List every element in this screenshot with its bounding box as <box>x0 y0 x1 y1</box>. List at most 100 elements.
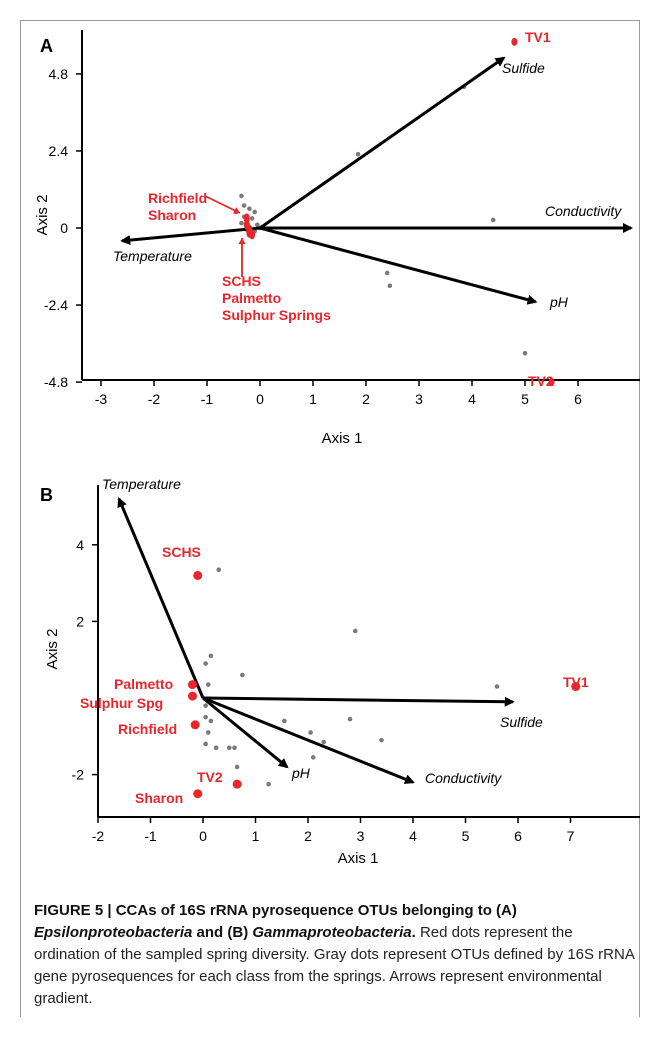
figure-frame <box>20 20 640 1017</box>
vector-label: pH <box>549 294 569 310</box>
otu-point <box>203 703 208 708</box>
otu-point <box>310 755 316 760</box>
site-point <box>548 378 555 387</box>
caption-bold-lead: FIGURE 5 | CCAs of 16S rRNA pyrosequence… <box>34 902 517 919</box>
panel-a: -3 -2 -1 0 1 2 3 4 5 6 4.8 2.4 0 -2.4 -4.8 Axis 1 Axis 2… <box>34 29 640 447</box>
y-tick-label: 2 <box>76 613 84 629</box>
caption-text: Red dots represent the ordination of the… <box>34 924 635 1007</box>
otu-point <box>241 203 247 208</box>
caption-bold-end: . <box>411 924 416 941</box>
site-pointer-head <box>238 238 246 244</box>
otu-point <box>203 661 208 666</box>
otu-point <box>282 718 287 724</box>
x-tick-label: 6 <box>514 828 522 844</box>
x-axis-label: Axis 1 <box>322 430 363 447</box>
site-point <box>188 680 197 690</box>
figure-svg: -3 -2 -1 0 1 2 3 4 5 6 4.8 2.4 0 -2.4 -4.8 Axis 1 Axis 2… <box>34 29 640 867</box>
site-label: TV2 <box>528 373 554 389</box>
site-label: TV1 <box>563 674 589 690</box>
otu-point <box>321 739 327 745</box>
caption-epsilon: Epsilonproteobacteria <box>34 924 193 941</box>
otu-point <box>234 764 240 770</box>
otu-point <box>255 222 260 228</box>
site-point <box>193 570 203 580</box>
site-point <box>193 789 203 799</box>
site-label: Richfield <box>118 721 177 737</box>
x-tick-label: 4 <box>468 391 476 407</box>
y-tick-label: 4 <box>76 537 84 553</box>
caption-gamma: Gammaproteobacteria <box>252 924 412 941</box>
otu-point <box>232 745 237 751</box>
otu-point <box>213 745 219 751</box>
site-label: Sharon <box>135 790 183 806</box>
vector-arrow <box>202 696 415 784</box>
otu-point <box>379 737 384 743</box>
otu-point <box>203 741 208 747</box>
vector-label: Sulfide <box>500 714 543 730</box>
otu-point <box>494 684 500 689</box>
site-point <box>511 37 518 46</box>
otu-point <box>226 745 232 751</box>
site-label: TV1 <box>525 29 551 45</box>
otu-point <box>216 567 222 572</box>
x-tick-label: 5 <box>462 828 470 844</box>
site-pointer-head <box>233 207 240 214</box>
vector-label: Temperature <box>113 248 192 264</box>
otu-point <box>347 716 353 722</box>
vector-label: Sulfide <box>502 60 545 76</box>
x-tick-label: -2 <box>92 828 105 844</box>
site-point <box>571 682 581 692</box>
x-tick-label: 3 <box>357 828 365 844</box>
vector-arrow <box>117 496 205 699</box>
x-tick-label: -3 <box>95 391 108 407</box>
otu-point <box>208 718 214 724</box>
otu-point <box>240 672 245 678</box>
otu-point <box>239 220 244 226</box>
vector-arrow <box>259 226 538 305</box>
x-tick-label: 2 <box>362 391 370 407</box>
site-label: Sulphur Spg <box>80 695 163 711</box>
x-tick-label: 4 <box>409 828 417 844</box>
figure-caption: FIGURE 5 | CCAs of 16S rRNA pyrosequence… <box>34 900 634 1010</box>
otu-point <box>308 730 313 735</box>
otu-point <box>205 730 211 735</box>
y-axis-label: Axis 2 <box>44 629 61 670</box>
site-point <box>188 691 197 701</box>
vector-arrow <box>202 696 289 769</box>
otu-point <box>384 270 390 276</box>
vector-arrow <box>259 56 506 230</box>
vector-arrow <box>202 696 515 707</box>
y-tick-label: 4.8 <box>49 66 69 82</box>
y-tick-label: -2.4 <box>44 297 68 313</box>
site-pointer <box>204 195 241 214</box>
otu-point <box>203 714 208 720</box>
vector-arrow <box>120 226 261 246</box>
otu-point <box>247 206 252 212</box>
site-label: Palmetto <box>222 290 281 306</box>
x-tick-label: -1 <box>201 391 214 407</box>
x-tick-label: 0 <box>199 828 207 844</box>
vector-label: pH <box>291 765 311 781</box>
otu-point <box>266 781 271 787</box>
x-tick-label: -2 <box>148 391 161 407</box>
site-label: SCHS <box>162 544 201 560</box>
otu-point <box>249 216 255 221</box>
site-label: SCHS <box>222 273 261 289</box>
otu-point <box>352 628 358 634</box>
site-point <box>249 229 256 240</box>
otu-point <box>239 193 244 199</box>
panel-label: A <box>40 36 53 56</box>
x-tick-label: 1 <box>252 828 260 844</box>
otu-point <box>252 209 257 215</box>
vector-label: Temperature <box>102 476 181 492</box>
y-tick-label: -4.8 <box>44 374 68 390</box>
otu-point <box>387 283 393 289</box>
panel-b: -2 -1 0 1 2 3 4 5 6 7 4 2 -2 Axis 1 Axis 2 B Temperature… <box>40 476 640 867</box>
x-tick-label: 6 <box>574 391 582 407</box>
panel-label: B <box>40 485 53 505</box>
otu-point <box>205 682 211 687</box>
y-tick-label: 0 <box>60 220 68 236</box>
site-point <box>232 779 242 789</box>
y-tick-label: -2 <box>72 767 85 783</box>
x-tick-label: 5 <box>521 391 529 407</box>
